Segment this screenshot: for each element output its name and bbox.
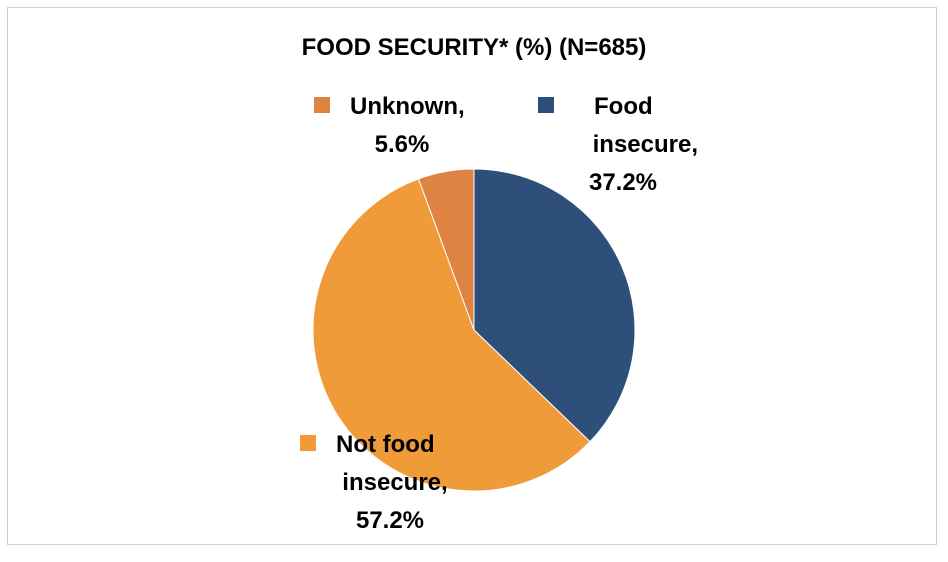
legend-swatch-not-food-insecure	[300, 434, 316, 451]
label-food-insecure-line2: insecure,	[592, 131, 698, 158]
legend-swatch-food-insecure	[538, 96, 554, 113]
label-not-food-insecure-line1: Not food	[336, 431, 435, 458]
legend-swatch-unknown	[314, 96, 330, 113]
data-label-not-food-insecure: Not food insecure, 57.2%	[300, 426, 470, 540]
data-label-food-insecure: Food insecure, 37.2%	[538, 88, 698, 202]
pie-slice-food-insecure	[473, 168, 636, 443]
pie-slice-unknown	[417, 168, 475, 331]
label-food-insecure-line1: Food	[594, 93, 653, 120]
chart-title: FOOD SECURITY* (%) (N=685)	[301, 34, 647, 61]
label-not-food-insecure-line2: insecure,	[342, 469, 448, 496]
label-unknown-value: 5.6%	[374, 131, 430, 158]
label-food-insecure-value: 37.2%	[588, 169, 658, 196]
data-label-unknown: Unknown, 5.6%	[314, 88, 490, 164]
pie-slice-not-food-insecure	[312, 178, 591, 492]
label-unknown-name: Unknown,	[350, 93, 465, 120]
label-not-food-insecure-value: 57.2%	[355, 507, 425, 534]
